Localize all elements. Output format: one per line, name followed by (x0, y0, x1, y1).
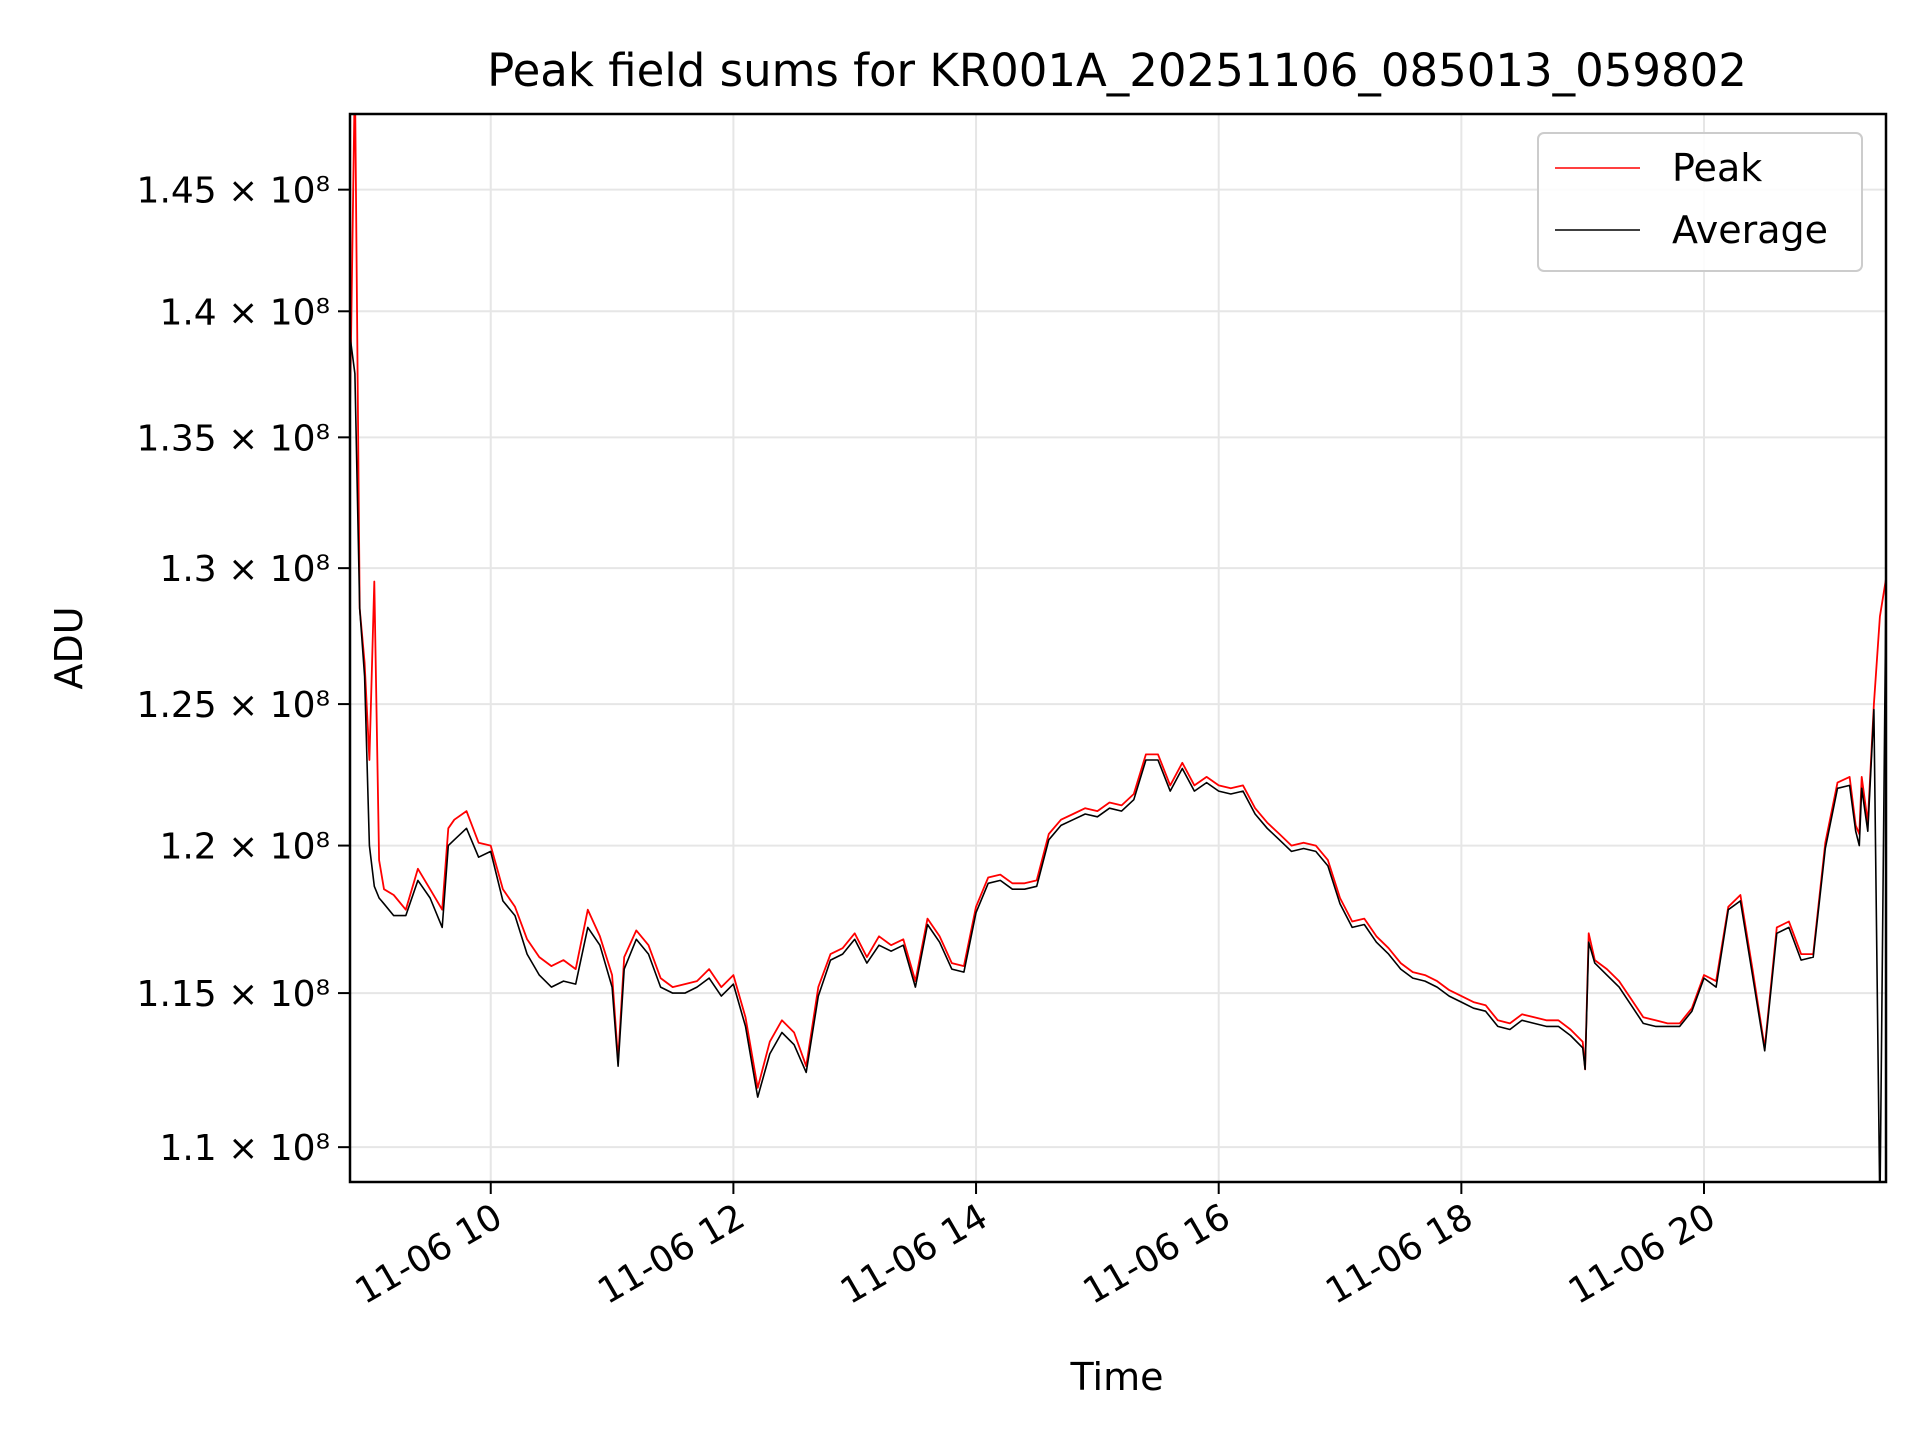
y-tick-label: 1.1 × 10⁸ (159, 1128, 330, 1169)
plot-frame (348, 112, 1888, 1184)
x-tick-label: 11-06 10 (349, 1196, 510, 1312)
x-tick-label: 11-06 12 (591, 1196, 752, 1312)
chart-title: Peak field sums for KR001A_20251106_0850… (487, 44, 1747, 97)
x-tick-label: 11-06 20 (1562, 1196, 1723, 1312)
series-line-peak (350, 114, 1886, 1089)
y-tick-label: 1.25 × 10⁸ (137, 685, 330, 726)
y-tick-label: 1.4 × 10⁸ (159, 292, 330, 333)
series-layer (350, 114, 1886, 1182)
y-tick-label: 1.15 × 10⁸ (137, 974, 330, 1015)
y-tick-label: 1.35 × 10⁸ (137, 418, 330, 459)
legend-label-peak: Peak (1672, 146, 1762, 190)
x-tick-label: 11-06 16 (1077, 1196, 1238, 1312)
x-tick-label: 11-06 14 (834, 1196, 995, 1312)
y-tick-label: 1.2 × 10⁸ (159, 827, 330, 868)
legend: Peak Average (1537, 132, 1863, 272)
y-axis-ticks: 1.1 × 10⁸ 1.15 × 10⁸ 1.2 × 10⁸ 1.25 × 10⁸ 1.… (137, 171, 350, 1169)
y-tick-label: 1.45 × 10⁸ (137, 171, 330, 212)
y-tick-label: 1.3 × 10⁸ (159, 549, 330, 590)
y-axis-label: ADU (47, 606, 91, 689)
series-line-average (350, 335, 1886, 1182)
legend-label-average: Average (1672, 208, 1828, 252)
x-tick-label: 11-06 18 (1319, 1196, 1480, 1312)
x-axis-label: Time (1070, 1355, 1164, 1399)
grid-lines (350, 114, 1886, 1182)
x-axis-ticks: 11-06 10 11-06 12 11-06 14 11-06 16 11-06 18… (349, 1182, 1723, 1313)
